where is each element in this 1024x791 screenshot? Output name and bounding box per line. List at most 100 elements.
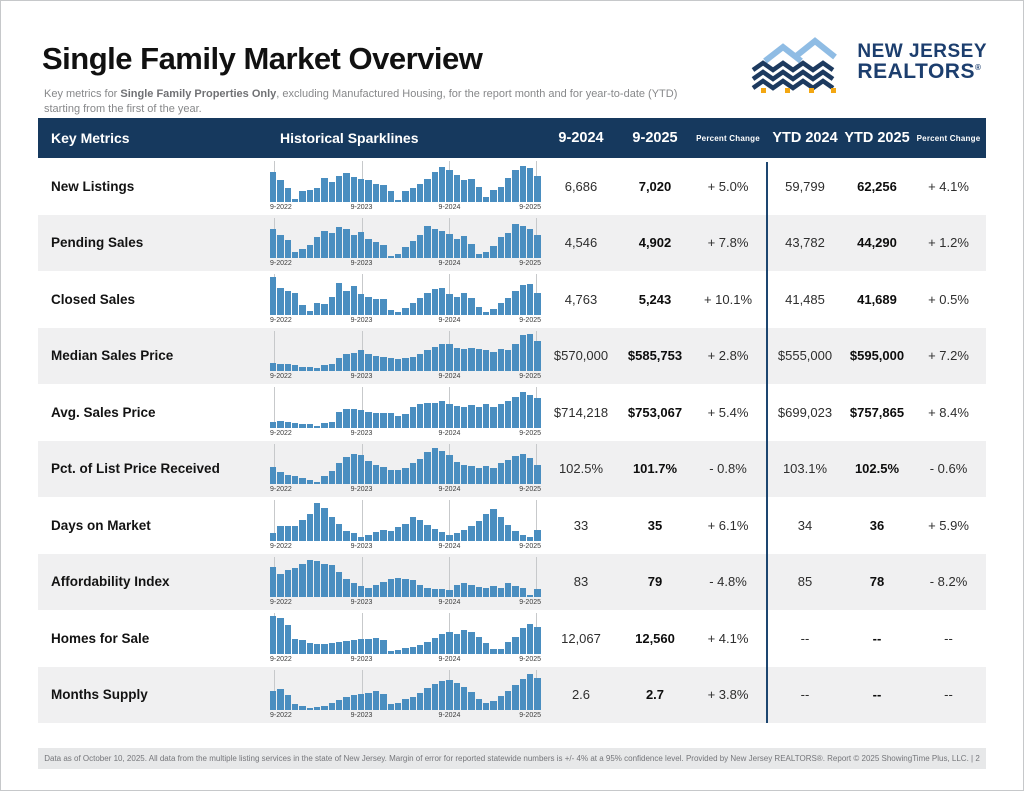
- ytd-prior-value: 43,782: [785, 235, 825, 251]
- metric-label: Days on Market: [51, 517, 151, 533]
- sparkline-tick-label: 9-2022: [270, 260, 292, 267]
- month-percent-change: + 7.8%: [707, 235, 749, 251]
- table-row: Avg. Sales Price 9-2022 9-2023 9-2024 9-…: [38, 384, 986, 441]
- sparkline-bars: [270, 333, 541, 371]
- sparkline-tick-label: 9-2025: [519, 373, 541, 380]
- table-row: New Listings 9-2022 9-2023 9-2024 9-2025…: [38, 158, 986, 215]
- month-percent-change: + 3.8%: [707, 687, 749, 703]
- month-percent-change: + 4.1%: [707, 630, 749, 646]
- sparkline-tick-label: 9-2023: [350, 373, 373, 380]
- month-percent-change: + 10.1%: [703, 291, 753, 307]
- metric-label: Affordability Index: [51, 574, 170, 590]
- month-percent-change: + 6.1%: [707, 517, 749, 533]
- footer-disclaimer: Data as of October 10, 2025. All data fr…: [44, 754, 980, 763]
- metric-label: Avg. Sales Price: [51, 404, 156, 420]
- sparkline-gridline: [449, 500, 451, 541]
- ytd-prior-value: $555,000: [777, 348, 833, 364]
- page-subtitle: Key metrics for Single Family Properties…: [44, 87, 684, 117]
- header-ytd-prior: YTD 2024: [772, 130, 838, 146]
- sparkline-tick-label: 9-2022: [270, 712, 292, 719]
- sparkline-tick-label: 9-2025: [519, 599, 541, 606]
- sparkline-gridline: [273, 500, 275, 541]
- sparkline-axis-labels: 9-2022 9-2023 9-2024 9-2025: [270, 260, 541, 270]
- header-key-metrics: Key Metrics: [51, 130, 130, 146]
- ytd-current-value: 44,290: [857, 235, 897, 251]
- sparkline-bars: [270, 559, 541, 597]
- sparkline-gridline: [361, 613, 363, 654]
- sparkline-bars: [270, 164, 541, 202]
- month-prior-value: $714,218: [553, 404, 609, 420]
- ytd-current-value: --: [872, 630, 882, 646]
- sparkline-axis-labels: 9-2022 9-2023 9-2024 9-2025: [270, 599, 541, 609]
- sparkline-bars: [270, 221, 541, 258]
- month-current-value: 101.7%: [632, 461, 678, 477]
- sparkline-tick-label: 9-2023: [350, 316, 373, 324]
- metric-label: Homes for Sale: [51, 630, 150, 646]
- sparkline-tick-label: 9-2022: [270, 203, 292, 211]
- sparkline-bars: [270, 277, 541, 315]
- ytd-percent-change: - 8.2%: [929, 574, 968, 590]
- registered-mark: ®: [974, 62, 982, 72]
- sparkline-gridline: [361, 387, 363, 428]
- header-month-prior: 9-2024: [558, 130, 604, 146]
- logo-line2: REALTORS®: [857, 59, 982, 83]
- ytd-percent-change: + 5.9%: [928, 517, 969, 533]
- sparkline-tick-label: 9-2025: [519, 260, 541, 267]
- month-prior-value: 4,546: [564, 235, 598, 251]
- ytd-prior-value: 41,485: [785, 291, 825, 307]
- month-percent-change: + 2.8%: [707, 348, 749, 364]
- ytd-percent-change: + 7.2%: [928, 348, 969, 364]
- month-percent-change: + 5.4%: [707, 404, 749, 420]
- sparkline-tick-label: 9-2022: [270, 542, 292, 550]
- sparkline-gridline: [361, 500, 363, 541]
- month-prior-value: 12,067: [561, 630, 601, 646]
- ytd-percent-change: --: [944, 687, 953, 703]
- table-row: Pending Sales 9-2022 9-2023 9-2024 9-202…: [38, 214, 986, 272]
- month-prior-value: 102.5%: [558, 461, 604, 477]
- month-percent-change: - 0.8%: [709, 461, 747, 477]
- sparkline-tick-label: 9-2024: [438, 373, 461, 380]
- sparkline-gridline: [273, 669, 275, 710]
- ytd-current-value: --: [872, 687, 882, 703]
- sparkline-axis-labels: 9-2022 9-2023 9-2024 9-2025: [270, 373, 541, 383]
- subtitle-suffix: , excluding Manufactured Housing, for th…: [44, 88, 678, 115]
- sparkline-tick-label: 9-2023: [350, 542, 373, 550]
- metric-label: Pct. of List Price Received: [51, 461, 220, 477]
- sparkline-tick-label: 9-2025: [519, 429, 541, 437]
- ytd-prior-value: --: [800, 687, 810, 703]
- ytd-current-value: $757,865: [849, 404, 905, 420]
- sparkline-axis-labels: 9-2022 9-2023 9-2024 9-2025: [270, 204, 541, 214]
- sparkline-axis-labels: 9-2022 9-2023 9-2024 9-2025: [270, 712, 541, 722]
- metric-label: Median Sales Price: [51, 348, 174, 364]
- sparkline-bars: [270, 447, 541, 484]
- table-row: Homes for Sale 9-2022 9-2023 9-2024 9-20…: [38, 610, 986, 667]
- sparkline-tick-label: 9-2022: [270, 429, 292, 437]
- sparkline-axis-labels: 9-2022 9-2023 9-2024 9-2025: [270, 430, 541, 440]
- table-row: Closed Sales 9-2022 9-2023 9-2024 9-2025…: [38, 271, 986, 328]
- ytd-prior-value: --: [800, 630, 810, 646]
- sparkline-gridline: [536, 500, 538, 541]
- logo-line1: NEW JERSEY: [857, 40, 987, 62]
- sparkline-tick-label: 9-2022: [270, 316, 292, 324]
- historical-sparkline-chart: 9-2022 9-2023 9-2024 9-2025: [270, 441, 541, 498]
- sparkline-tick-label: 9-2023: [350, 260, 373, 267]
- table-row: Pct. of List Price Received 9-2022 9-202…: [38, 440, 986, 498]
- sparkline-tick-label: 9-2022: [270, 486, 292, 493]
- ytd-percent-change: + 8.4%: [928, 404, 969, 420]
- month-current-value: 4,902: [638, 235, 672, 251]
- sparkline-tick-label: 9-2023: [350, 429, 373, 437]
- metric-label: Closed Sales: [51, 291, 136, 307]
- month-prior-value: $570,000: [553, 348, 609, 364]
- ytd-percent-change: + 4.1%: [928, 178, 969, 194]
- table-row: Days on Market 9-2022 9-2023 9-2024 9-20…: [38, 497, 986, 554]
- month-current-value: $753,067: [627, 404, 683, 420]
- historical-sparkline-chart: 9-2022 9-2023 9-2024 9-2025: [270, 215, 541, 272]
- sparkline-tick-label: 9-2024: [438, 203, 461, 211]
- table-row: Months Supply 9-2022 9-2023 9-2024 9-202…: [38, 666, 986, 723]
- sparkline-bars: [270, 616, 541, 654]
- sparkline-tick-label: 9-2024: [438, 429, 461, 437]
- sparkline-axis-labels: 9-2022 9-2023 9-2024 9-2025: [270, 543, 541, 553]
- nj-realtors-logo-icon: [752, 37, 838, 93]
- sparkline-tick-label: 9-2023: [350, 655, 373, 663]
